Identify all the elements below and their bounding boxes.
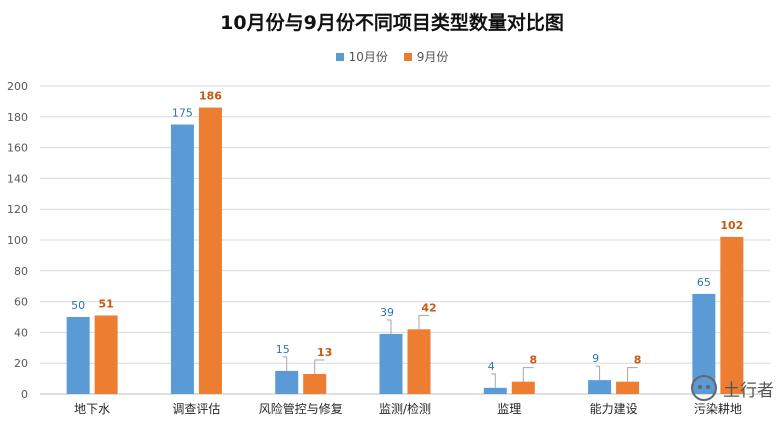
bar [275, 370, 299, 394]
y-tick-label: 80 [14, 265, 28, 278]
data-label: 8 [529, 354, 537, 367]
x-tick-label: 监理 [497, 402, 521, 416]
bar [198, 107, 222, 394]
x-tick-label: 能力建设 [590, 402, 638, 416]
bar [616, 381, 640, 394]
data-label: 42 [421, 301, 436, 314]
y-tick-label: 200 [7, 80, 28, 93]
bar [692, 293, 716, 394]
bar [94, 315, 118, 394]
legend: 10月份 9月份 [0, 48, 784, 65]
leader-line [522, 367, 534, 382]
y-tick-label: 100 [7, 234, 28, 247]
data-label: 102 [720, 219, 743, 232]
leader-line [491, 373, 496, 388]
x-tick-label: 地下水 [74, 402, 110, 416]
x-tick-label: 污染耕地 [694, 401, 742, 416]
y-tick-label: 120 [7, 203, 28, 216]
legend-swatch-series-2 [403, 52, 412, 61]
data-label: 65 [697, 276, 711, 289]
data-label: 4 [488, 360, 495, 373]
bar [303, 373, 327, 394]
legend-label-series-2: 9月份 [416, 50, 449, 64]
data-label: 51 [98, 297, 113, 310]
y-tick-label: 0 [21, 388, 28, 401]
chart-title: 10月份与9月份不同项目类型数量对比图 [220, 12, 564, 34]
wechat-icon [691, 375, 717, 401]
bar [379, 333, 403, 394]
y-tick-label: 20 [14, 357, 28, 370]
y-tick-label: 140 [7, 172, 28, 185]
y-tick-label: 180 [7, 111, 28, 124]
legend-swatch-series-1 [335, 52, 344, 61]
data-label: 50 [71, 299, 85, 312]
bar [588, 380, 612, 394]
bar [483, 387, 507, 394]
legend-item-series-1: 10月份 [335, 48, 388, 65]
legend-label-series-1: 10月份 [348, 50, 388, 64]
y-tick-label: 60 [14, 296, 28, 309]
x-tick-label: 风险管控与修复 [259, 401, 343, 416]
bar [407, 329, 431, 394]
data-label: 8 [634, 354, 642, 367]
watermark: 土行者 [691, 375, 774, 401]
leader-line [418, 314, 429, 330]
legend-item-series-2: 9月份 [403, 48, 449, 65]
y-tick-label: 160 [7, 142, 28, 155]
leader-line [314, 359, 325, 374]
bar [170, 124, 194, 394]
y-tick-label: 40 [14, 326, 28, 339]
leader-line [387, 319, 392, 334]
leader-line [282, 356, 288, 371]
data-label: 13 [317, 346, 332, 359]
x-tick-label: 监测/检测 [379, 401, 431, 416]
watermark-text: 土行者 [723, 380, 774, 401]
data-label: 175 [172, 107, 193, 120]
bar [66, 317, 90, 394]
data-label: 186 [199, 90, 222, 103]
data-label: 9 [592, 352, 599, 365]
leader-line [627, 367, 638, 382]
data-label: 15 [276, 343, 290, 356]
bar [511, 381, 535, 394]
x-tick-label: 调查评估 [172, 402, 220, 416]
data-label: 39 [380, 306, 394, 319]
bar [720, 236, 744, 394]
leader-line [595, 365, 601, 381]
